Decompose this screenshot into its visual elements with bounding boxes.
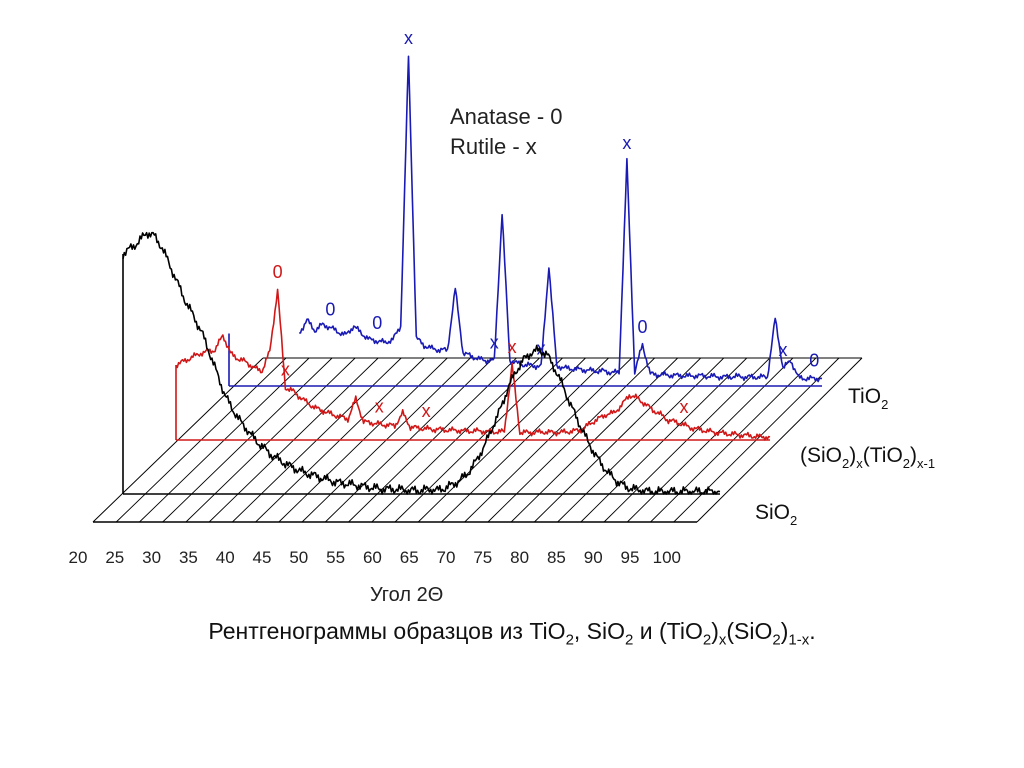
x-tick-label: 90 [584, 548, 603, 567]
legend-rutile: Rutile - x [450, 134, 537, 159]
peak-marker-mixed: x [281, 360, 290, 380]
trace-sio2 [122, 231, 721, 495]
x-tick-label: 85 [547, 548, 566, 567]
x-tick-label: 60 [363, 548, 382, 567]
x-tick-label: 25 [105, 548, 124, 567]
caption-text: (SiO [726, 618, 773, 644]
x-tick-label: 65 [400, 548, 419, 567]
caption-text: ) [711, 618, 719, 644]
figure-caption: Рентгенограммы образцов из TiO2, SiO2 и … [0, 618, 1024, 649]
caption-subscript: x [718, 631, 727, 649]
x-tick-label: 100 [653, 548, 681, 567]
series-label-tio2: TiO2 [848, 385, 888, 412]
caption-subscript: 2 [702, 631, 712, 649]
peak-marker-tio2: x [404, 28, 413, 48]
peak-marker-tio2: x [537, 339, 546, 359]
x-tick-label: 55 [326, 548, 345, 567]
caption-text: Рентгенограммы образцов из TiO [208, 618, 566, 644]
series-label-sio2: SiO2 [755, 501, 797, 528]
x-tick-label: 95 [621, 548, 640, 567]
caption-text: ) [780, 618, 789, 644]
peak-marker-tio2: x [622, 133, 631, 153]
peak-marker-mixed: x [508, 337, 517, 357]
xrd-chart: Anatase - 0 Rutile - x Угол 2Θ 20 25 30 35 4… [69, 28, 936, 606]
peak-marker-tio2: 0 [809, 351, 819, 371]
peak-marker-tio2: x [778, 340, 787, 360]
x-tick-label: 70 [437, 548, 456, 567]
series-label-mixed: (SiO2)x(TiO2)x-1 [800, 444, 935, 471]
peak-marker-tio2: x [490, 333, 499, 353]
x-tick-label: 40 [216, 548, 235, 567]
caption-subscript: 1-x [788, 631, 810, 649]
peak-marker-tio2: 0 [325, 300, 335, 320]
floor-right-edge [696, 357, 863, 523]
x-tick-label: 35 [179, 548, 198, 567]
caption-text: , SiO [573, 618, 626, 644]
trace-tio2 [299, 55, 823, 383]
peak-marker-mixed: x [375, 396, 384, 416]
peak-marker-tio2: 0 [372, 313, 382, 333]
caption-text: . [809, 618, 816, 644]
legend-anatase: Anatase - 0 [450, 104, 563, 129]
trace-mixed [175, 288, 771, 441]
caption-subscript: 2 [772, 631, 781, 649]
x-tick-label: 30 [142, 548, 161, 567]
x-tick-label: 45 [253, 548, 272, 567]
peak-marker-mixed: 0 [273, 262, 283, 282]
caption-text: и (TiO [633, 618, 703, 644]
x-tick-label: 75 [473, 548, 492, 567]
peak-marker-mixed: x [680, 397, 689, 417]
x-tick-label: 50 [289, 548, 308, 567]
caption-subscript: 2 [565, 631, 574, 649]
x-axis-label: Угол 2Θ [370, 584, 443, 606]
peak-marker-mixed: x [422, 401, 431, 421]
x-tick-label: 20 [69, 548, 88, 567]
peak-marker-tio2: 0 [638, 317, 648, 337]
x-tick-label: 80 [510, 548, 529, 567]
caption-subscript: 2 [625, 631, 634, 649]
